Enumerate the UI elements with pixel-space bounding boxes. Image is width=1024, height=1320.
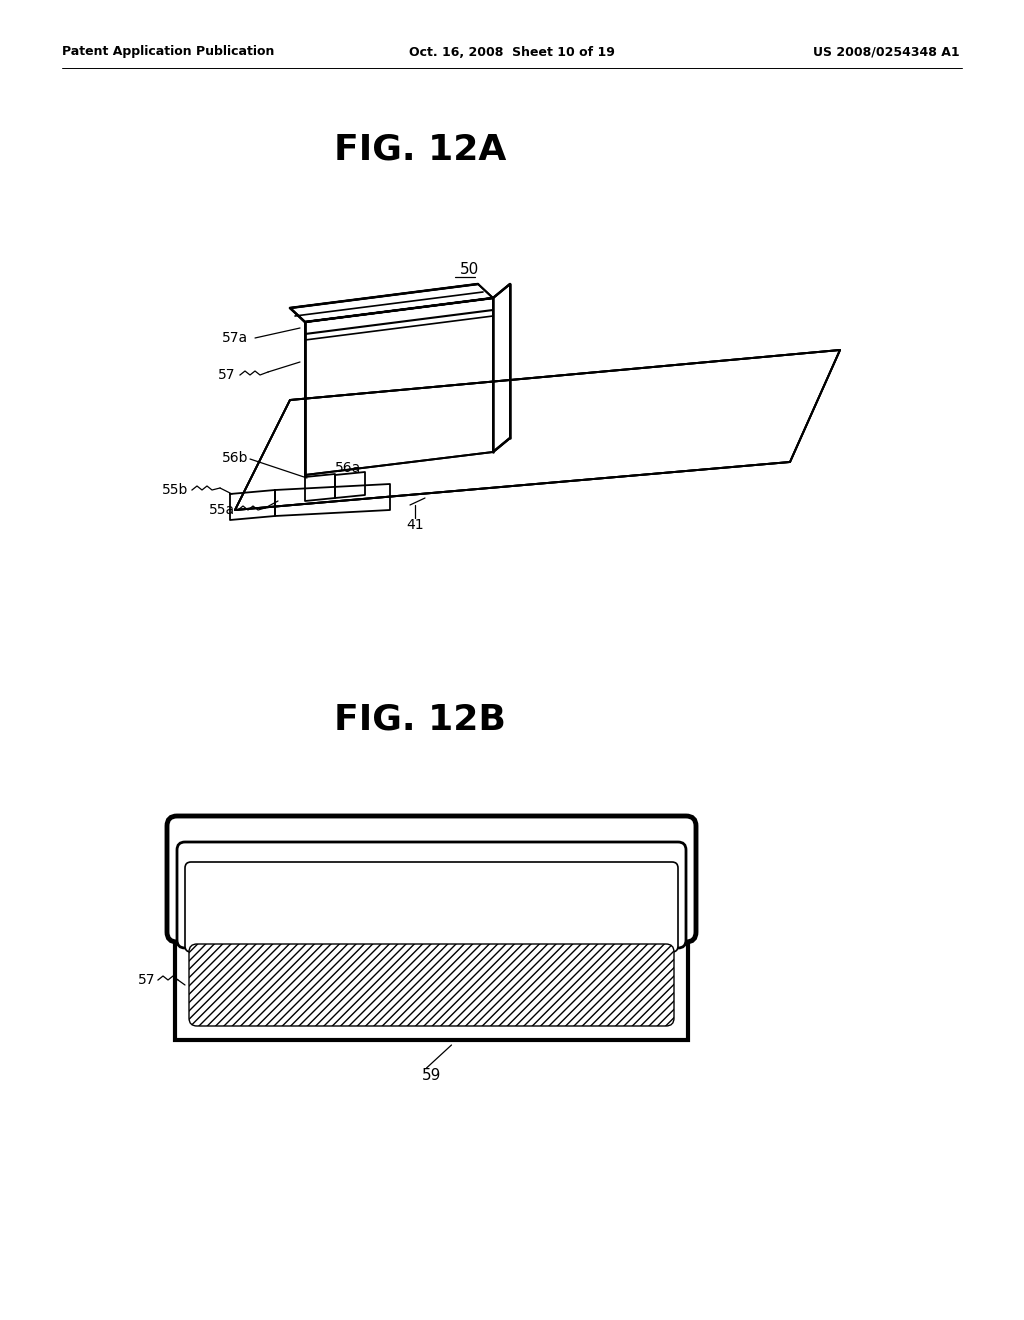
Text: 59: 59 [422, 1068, 441, 1082]
Text: 55b: 55b [162, 483, 188, 498]
Text: US 2008/0254348 A1: US 2008/0254348 A1 [813, 45, 961, 58]
FancyBboxPatch shape [185, 862, 678, 952]
Text: FIG. 12B: FIG. 12B [334, 704, 506, 737]
Polygon shape [305, 298, 493, 475]
Polygon shape [275, 484, 390, 516]
FancyBboxPatch shape [177, 842, 686, 948]
Text: 41: 41 [407, 517, 424, 532]
Text: FIG. 12A: FIG. 12A [334, 133, 506, 168]
Text: 57: 57 [137, 973, 155, 987]
Text: Patent Application Publication: Patent Application Publication [62, 45, 274, 58]
Text: 41: 41 [261, 902, 279, 915]
Text: 56a: 56a [335, 461, 361, 475]
Text: 57a: 57a [222, 331, 248, 345]
Polygon shape [305, 474, 335, 502]
FancyBboxPatch shape [167, 816, 696, 942]
Text: Oct. 16, 2008  Sheet 10 of 19: Oct. 16, 2008 Sheet 10 of 19 [409, 45, 615, 58]
FancyBboxPatch shape [189, 944, 674, 1026]
Text: 57: 57 [217, 368, 234, 381]
FancyBboxPatch shape [175, 931, 688, 1040]
Polygon shape [335, 473, 365, 498]
Polygon shape [290, 284, 493, 322]
Text: 45: 45 [422, 892, 441, 908]
Polygon shape [230, 490, 275, 520]
Text: 50: 50 [460, 263, 479, 277]
Text: 56b: 56b [221, 451, 248, 465]
Polygon shape [234, 350, 840, 510]
Text: 55a: 55a [209, 503, 234, 517]
Polygon shape [493, 284, 510, 451]
